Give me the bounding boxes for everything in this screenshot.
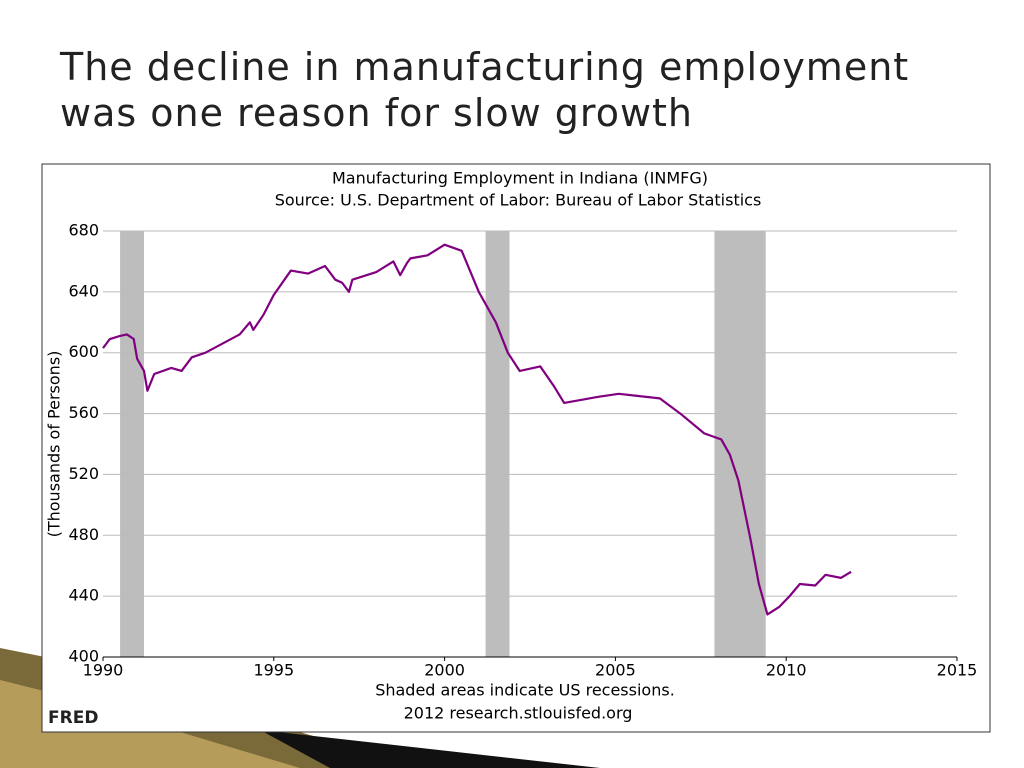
chart-subtitle: Source: U.S. Department of Labor: Bureau…: [275, 191, 762, 210]
y-tick-label: 400: [68, 647, 99, 666]
y-tick-label: 560: [68, 403, 99, 422]
y-tick-label: 440: [68, 586, 99, 605]
y-tick-label: 680: [68, 221, 99, 240]
chart-frame: [41, 163, 991, 733]
x-tick-label: 2005: [595, 661, 636, 680]
logo: FRED: [48, 708, 98, 728]
slide-title: The decline in manufacturing employment …: [60, 44, 909, 136]
y-tick-label: 480: [68, 525, 99, 544]
x-tick-label: 1995: [253, 661, 294, 680]
title-line: was one reason for slow growth: [60, 91, 694, 135]
title-line: The decline in manufacturing employment: [60, 45, 910, 89]
recession-band: [120, 231, 144, 657]
note: Shaded areas indicate US recessions.: [375, 681, 675, 700]
recession-band: [485, 231, 510, 657]
y-tick-label: 600: [68, 342, 99, 361]
y-axis-label: (Thousands of Persons): [45, 351, 64, 538]
y-tick-label: 520: [68, 464, 99, 483]
x-tick-label: 1990: [83, 661, 124, 680]
x-tick-label: 2015: [937, 661, 978, 680]
recession-band: [714, 231, 766, 657]
y-tick-label: 640: [68, 281, 99, 300]
x-tick-label: 2010: [766, 661, 807, 680]
data-line: [102, 243, 852, 616]
black-wedge: [260, 730, 600, 768]
x-tick-label: 2000: [424, 661, 465, 680]
note: 2012 research.stlouisfed.org: [404, 704, 633, 723]
chart-title: Manufacturing Employment in Indiana (INM…: [332, 169, 708, 188]
